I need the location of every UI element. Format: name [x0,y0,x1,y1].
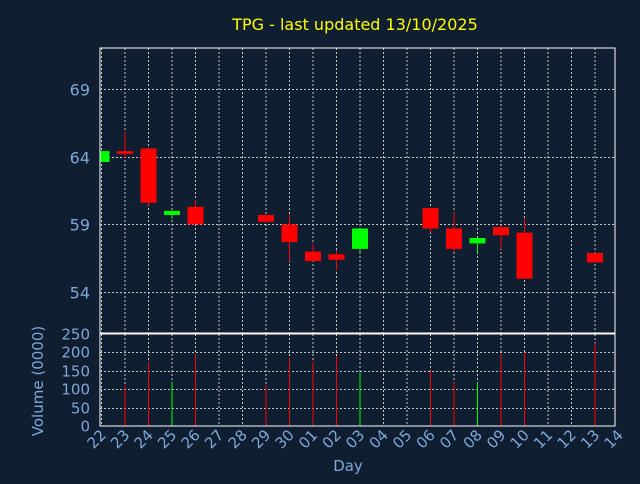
candle-body [422,208,439,229]
candle-body [328,254,345,260]
price-tick-label: 69 [70,81,90,100]
candlestick-series [100,132,603,279]
price-tick-label: 64 [70,149,90,168]
volume-series [124,343,596,426]
candle-body [305,251,321,262]
candle-body [258,214,274,222]
volume-tick-label: 100 [61,381,90,399]
volume-tick-label: 150 [61,363,90,381]
volume-tick-label: 250 [61,326,90,344]
chart-title: TPG - last updated 13/10/2025 [231,15,478,34]
candle-body [281,224,298,243]
candle-body [352,228,368,249]
x-tick-labels: 2223242526272829300102030405060708091011… [84,426,627,452]
price-tick-labels: 54 59 64 69 [70,81,90,303]
candle-body [140,148,157,203]
price-tick-label: 54 [70,284,90,303]
candle-body [100,151,110,162]
volume-axis-label: Volume (0000) [29,326,47,436]
candle-body [469,238,486,244]
volume-plot-frame [99,333,616,427]
candle-body [493,227,509,236]
volume-tick-label: 200 [61,344,90,362]
candle-body [587,252,603,263]
candle-body [117,151,133,154]
price-plot-frame [99,47,616,334]
candle-body [187,206,204,225]
volume-tick-label: 0 [80,418,90,436]
candle-body [446,228,462,249]
price-grid [100,48,615,333]
volume-tick-label: 50 [71,400,90,418]
candle-body [164,210,180,215]
x-axis-label: Day [333,457,363,475]
price-tick-label: 59 [70,216,90,235]
candle-body [516,232,533,279]
